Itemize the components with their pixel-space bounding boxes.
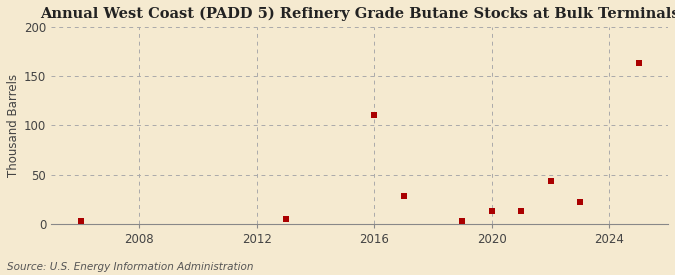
Point [75,219,86,223]
Point [574,200,585,205]
Point [398,194,409,199]
Point [633,61,644,65]
Point [487,209,497,213]
Point [516,209,526,213]
Text: Source: U.S. Energy Information Administration: Source: U.S. Energy Information Administ… [7,262,253,272]
Point [369,113,380,118]
Title: Annual West Coast (PADD 5) Refinery Grade Butane Stocks at Bulk Terminals: Annual West Coast (PADD 5) Refinery Grad… [40,7,675,21]
Y-axis label: Thousand Barrels: Thousand Barrels [7,74,20,177]
Point [457,219,468,223]
Point [545,178,556,183]
Point [281,217,292,221]
